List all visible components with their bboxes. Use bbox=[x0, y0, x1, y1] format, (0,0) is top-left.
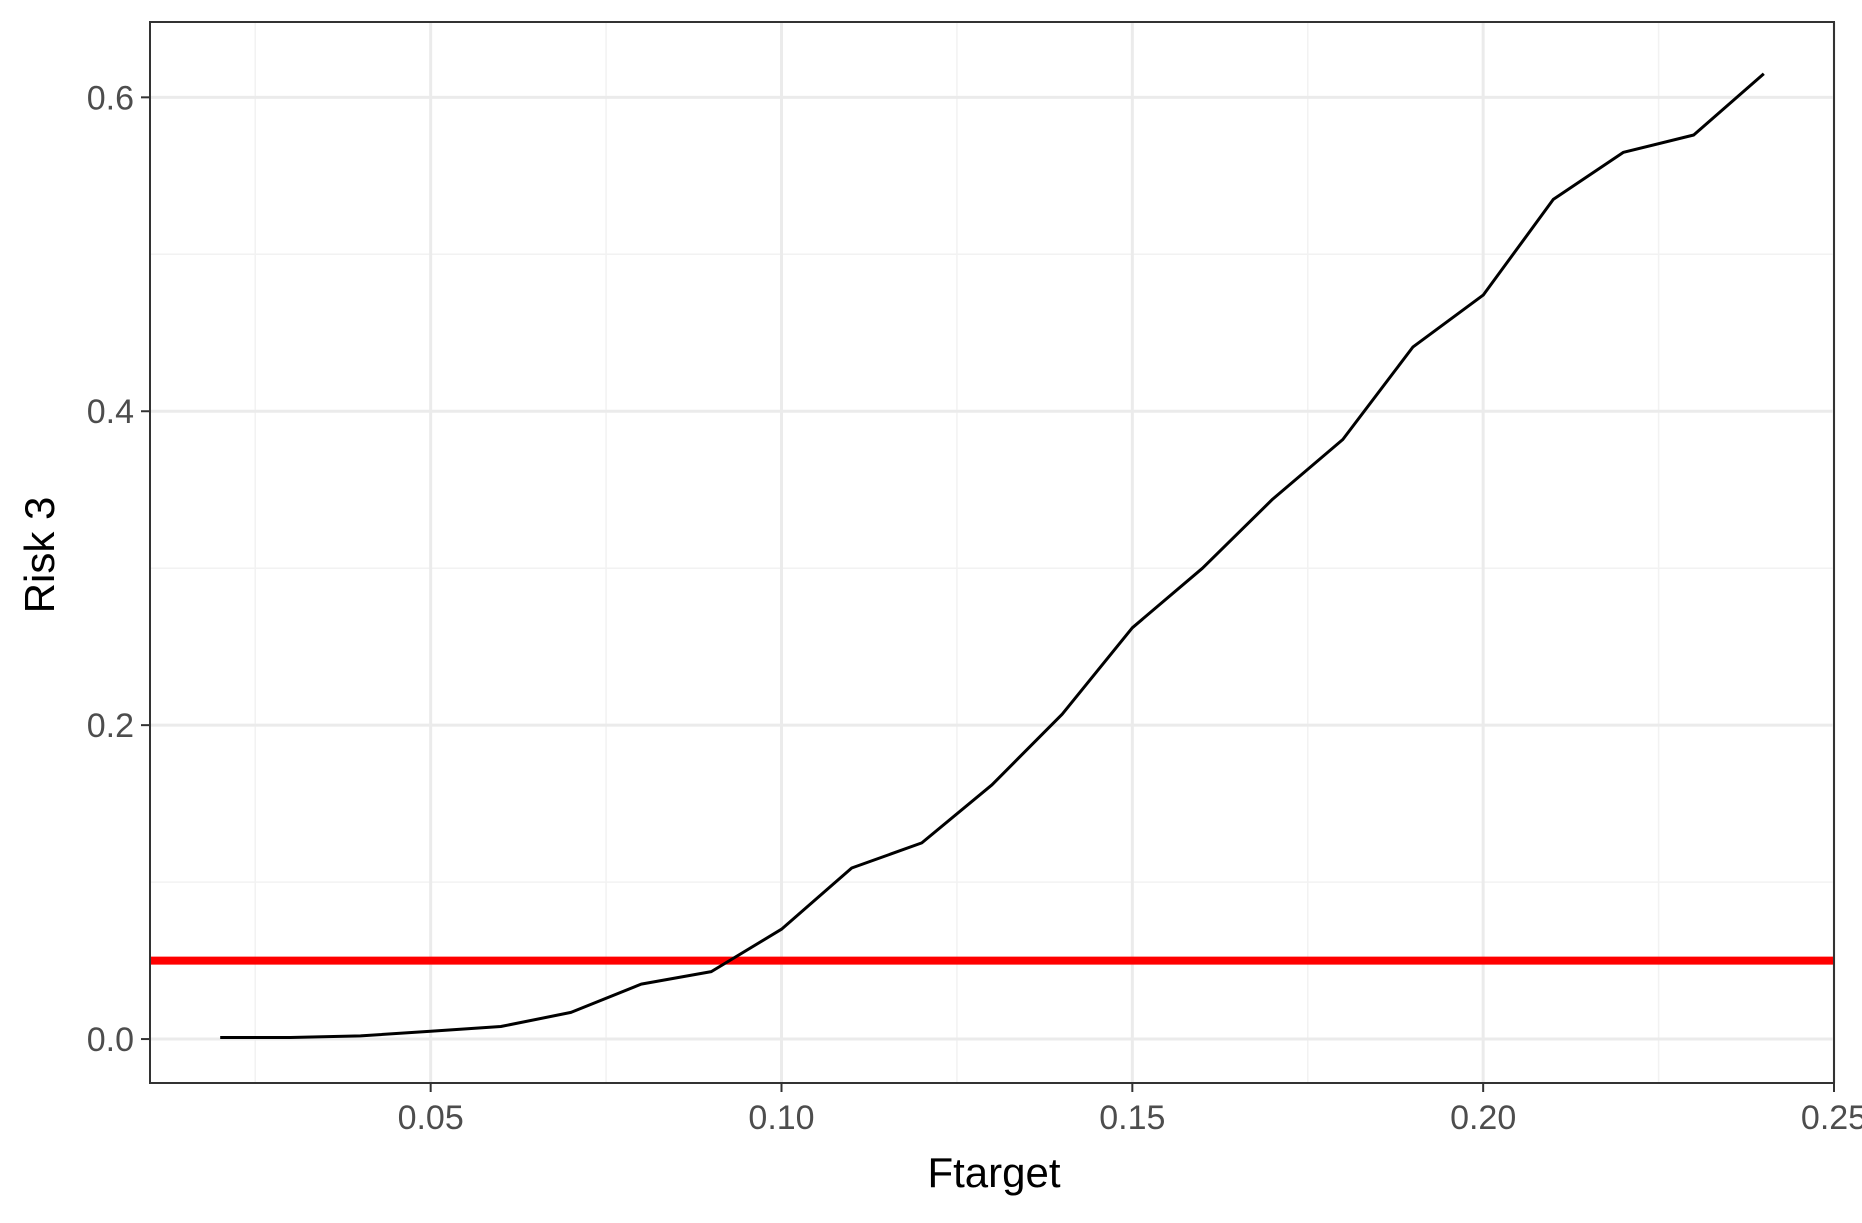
y-tick-label: 0.4 bbox=[87, 393, 134, 431]
panel-border bbox=[149, 21, 1835, 1084]
x-axis-title: Ftarget bbox=[927, 1149, 1060, 1196]
x-tick-label: 0.25 bbox=[1801, 1099, 1862, 1137]
series-line bbox=[220, 72, 1765, 1039]
series-layer bbox=[220, 72, 1765, 1039]
y-tick-label: 0.0 bbox=[87, 1021, 134, 1059]
y-tick-label: 0.6 bbox=[87, 79, 134, 117]
x-axis-ticks: 0.05 0.10 0.15 0.20 0.25 bbox=[398, 1083, 1862, 1137]
x-tick-label: 0.05 bbox=[398, 1099, 464, 1137]
x-tick-label: 0.10 bbox=[748, 1099, 814, 1137]
y-axis-title: Risk 3 bbox=[16, 497, 63, 614]
x-tick-label: 0.15 bbox=[1099, 1099, 1165, 1137]
x-tick-label: 0.20 bbox=[1450, 1099, 1516, 1137]
y-tick-label: 0.2 bbox=[87, 707, 134, 745]
y-axis-ticks: 0.0 0.2 0.4 0.6 bbox=[87, 79, 150, 1059]
